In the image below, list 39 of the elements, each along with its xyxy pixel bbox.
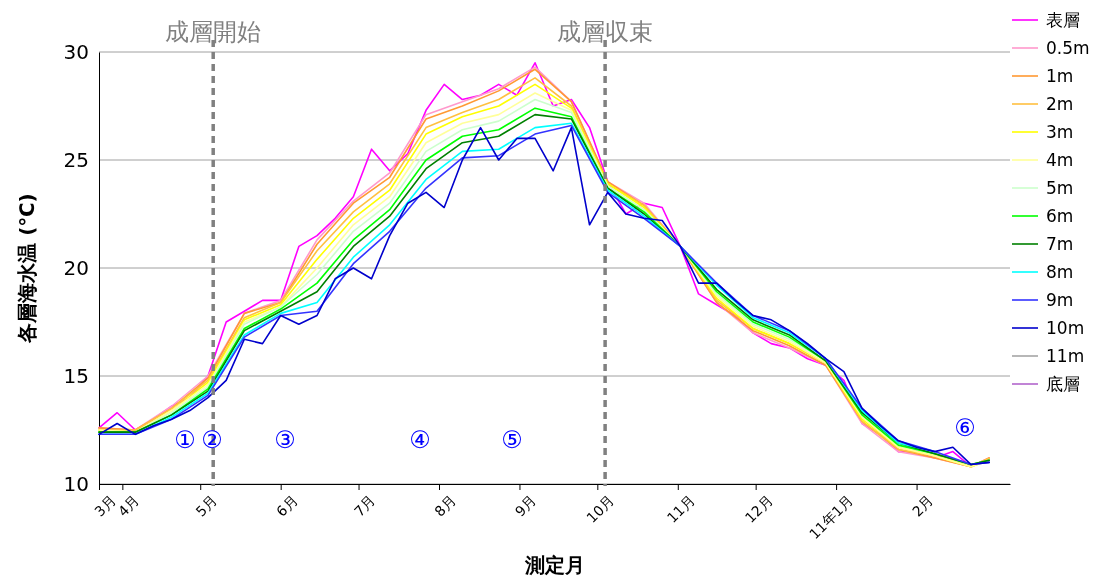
legend-label: 4m xyxy=(1046,149,1074,170)
legend-label: 0.5m xyxy=(1046,37,1090,58)
x-tick-label: 7月 xyxy=(350,492,379,520)
y-tick-label: 15 xyxy=(63,363,89,388)
y-tick-label: 25 xyxy=(63,147,89,172)
x-tick-label: 10月 xyxy=(583,492,618,526)
y-axis-title: 各層海水温 (℃) xyxy=(15,193,39,344)
legend-label: 7m xyxy=(1046,233,1074,254)
annotation: ① xyxy=(174,426,196,455)
x-tick-label: 2月 xyxy=(908,492,937,520)
annotation: ② xyxy=(201,426,223,455)
annotation: ③ xyxy=(274,426,296,455)
legend-label: 底層 xyxy=(1046,373,1080,394)
y-tick-label: 10 xyxy=(63,471,89,496)
legend-label: 8m xyxy=(1046,261,1074,282)
y-tick-label: 30 xyxy=(63,39,89,64)
x-tick-label: 6月 xyxy=(273,492,301,520)
legend-label: 11m xyxy=(1046,345,1085,366)
legend-label: 2m xyxy=(1046,93,1074,114)
x-tick-label: 12月 xyxy=(741,492,776,526)
legend-label: 1m xyxy=(1046,65,1074,86)
ref-line-label: 成層収束 xyxy=(557,18,654,46)
legend-label: 3m xyxy=(1046,121,1074,142)
annotation: ④ xyxy=(409,426,431,455)
ref-line-label: 成層開始 xyxy=(165,18,262,46)
legend-label: 10m xyxy=(1046,317,1085,338)
annotation: ⑤ xyxy=(501,426,523,455)
annotation: ⑥ xyxy=(954,414,976,443)
x-axis-title: 測定月 xyxy=(523,553,585,576)
legend-label: 表層 xyxy=(1046,9,1080,30)
legend-label: 9m xyxy=(1046,289,1074,310)
x-tick-label: 8月 xyxy=(431,492,459,520)
y-tick-label: 20 xyxy=(63,255,89,280)
legend-label: 6m xyxy=(1046,205,1074,226)
x-tick-label: 11年1月 xyxy=(806,492,857,543)
x-tick-label: 11月 xyxy=(663,492,698,526)
x-tick-label: 5月 xyxy=(192,492,221,520)
x-tick-label: 9月 xyxy=(511,492,540,520)
legend-label: 5m xyxy=(1046,177,1074,198)
